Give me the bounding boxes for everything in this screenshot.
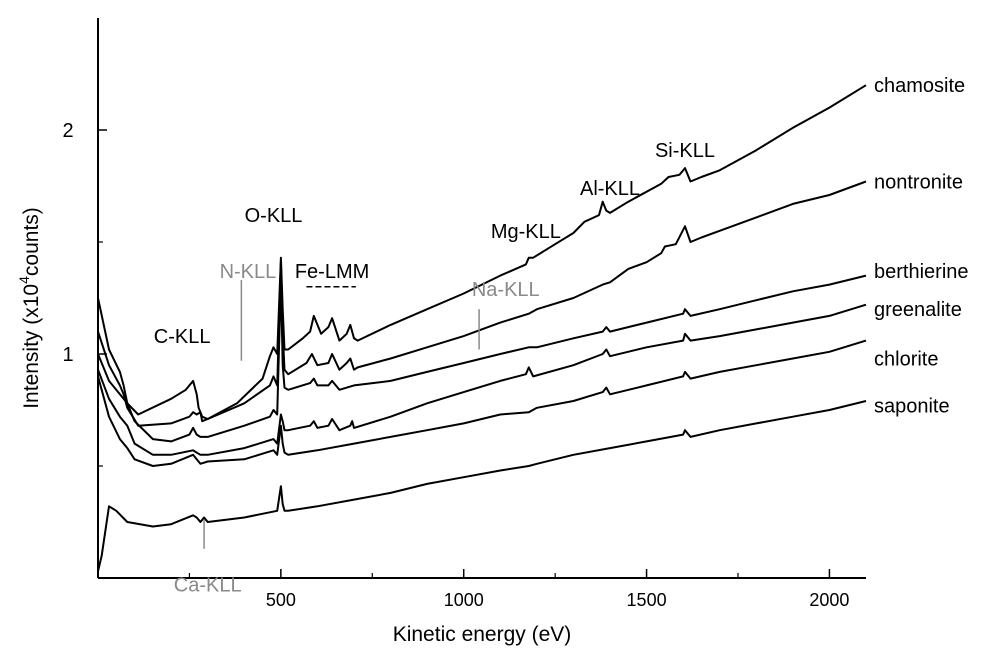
y-axis-label-part: counts) (20, 207, 43, 276)
annotation-fe-lmm: Fe-LMM (295, 261, 369, 283)
y-tick-label: 2 (62, 120, 73, 142)
annotation-o-kll: O-KLL (245, 205, 303, 227)
y-axis-label: Intensity (x104counts) (16, 207, 43, 409)
series-labels-group: chamosite nontronite berthierine greenalite… (874, 75, 969, 417)
x-tick-label: 1000 (444, 590, 484, 610)
x-tick-label: 1500 (627, 590, 667, 610)
series-line-berthierine (97, 274, 867, 443)
series-label-chamosite: chamosite (874, 75, 965, 97)
series-line-chlorite (97, 339, 867, 467)
series-label-chlorite: chlorite (874, 348, 938, 370)
x-axis-label: Kinetic energy (eV) (393, 623, 572, 646)
series-label-nontronite: nontronite (874, 172, 963, 194)
series-label-saponite: saponite (874, 396, 950, 418)
series-label-greenalite: greenalite (874, 299, 962, 321)
series-line-greenalite (97, 303, 867, 456)
annotation-c-kll: C-KLL (154, 326, 211, 348)
y-tick-label: 1 (62, 344, 73, 366)
series-line-saponite (97, 400, 867, 572)
series-group (97, 84, 867, 572)
series-label-berthierine: berthierine (874, 261, 969, 283)
annotation-na-kll: Na-KLL (472, 279, 540, 301)
axes-group: 500 1000 1500 2000 1 2 Kinetic energy (eV) Inte… (16, 18, 866, 646)
annotation-ca-kll: Ca-KLL (174, 575, 242, 597)
y-axis-label-part: Intensity (x10 (20, 284, 43, 409)
annotation-mg-kll: Mg-KLL (491, 221, 561, 243)
series-line-nontronite (97, 180, 867, 427)
y-axis-label-exponent: 4 (16, 276, 32, 284)
x-tick-label: 500 (266, 590, 296, 610)
annotation-n-kll: N-KLL (220, 261, 277, 283)
annotations-group: C-KLL N-KLL O-KLL Fe-LMM Na-KLL Mg-KLL Al-KLL S… (154, 140, 715, 597)
annotation-si-kll: Si-KLL (655, 140, 715, 162)
x-tick-label: 2000 (809, 590, 849, 610)
series-line-chamosite (97, 84, 867, 420)
annotation-al-kll: Al-KLL (580, 178, 640, 200)
